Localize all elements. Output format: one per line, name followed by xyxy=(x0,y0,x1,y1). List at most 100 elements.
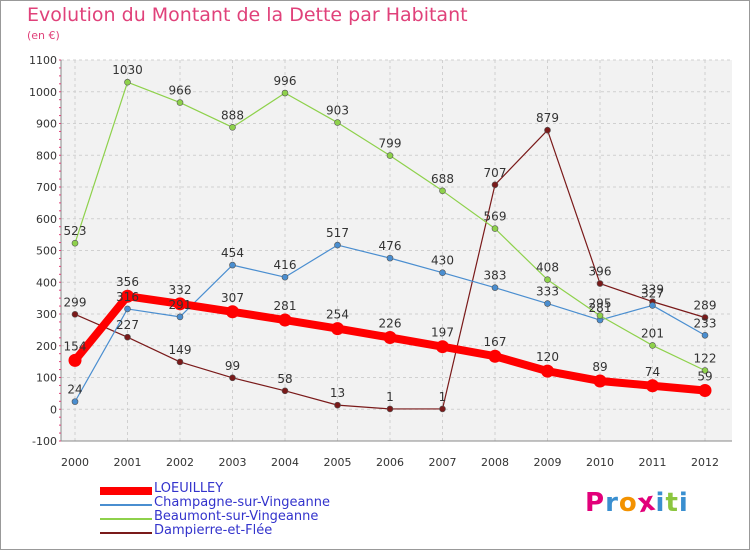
data-label: 197 xyxy=(431,326,454,340)
chart-subtitle: (en €) xyxy=(27,29,60,42)
data-label: 523 xyxy=(64,224,87,238)
logo-letter: o xyxy=(618,488,638,518)
data-label: 316 xyxy=(116,290,139,304)
data-point xyxy=(71,239,79,247)
data-point xyxy=(386,254,394,262)
data-label: 1 xyxy=(386,390,394,404)
data-label: 333 xyxy=(536,285,559,299)
data-point xyxy=(439,269,446,277)
legend-swatch xyxy=(100,487,152,495)
logo-letter: P xyxy=(585,488,606,518)
data-label: 99 xyxy=(225,359,240,373)
data-point xyxy=(124,333,131,341)
data-point xyxy=(281,273,289,281)
x-tick-label: 2003 xyxy=(219,456,247,469)
data-point xyxy=(124,78,131,86)
data-point xyxy=(176,313,184,321)
data-label: 888 xyxy=(221,108,244,122)
data-label: 154 xyxy=(64,339,87,353)
y-tick-label: 200 xyxy=(36,340,57,353)
legend-label: LOEUILLEY xyxy=(154,481,224,496)
data-point xyxy=(281,89,289,97)
x-tick-label: 2000 xyxy=(61,456,89,469)
data-label: 289 xyxy=(694,298,717,312)
data-label: 307 xyxy=(221,291,244,305)
x-tick-label: 2010 xyxy=(586,456,614,469)
data-label: 24 xyxy=(67,383,82,397)
data-label: 167 xyxy=(484,335,507,349)
logo-letter: i xyxy=(655,488,666,518)
data-point xyxy=(121,289,134,303)
data-labels: 299 227 149 99 58 13 1 1 707 879 396 339 289 24 316 291… xyxy=(64,63,717,404)
data-label: 383 xyxy=(484,269,507,283)
y-tick-label: 500 xyxy=(36,245,57,258)
data-label: 416 xyxy=(274,258,297,272)
x-tick-label: 2006 xyxy=(376,456,404,469)
x-tick-label: 2004 xyxy=(271,456,299,469)
data-label: 281 xyxy=(589,301,612,315)
data-point xyxy=(383,330,397,344)
y-tick-label: 100 xyxy=(36,372,57,385)
data-label: 339 xyxy=(641,283,664,297)
y-tick-label: 700 xyxy=(36,181,57,194)
data-point xyxy=(491,225,499,232)
data-point xyxy=(649,302,656,309)
data-label: 430 xyxy=(431,254,454,268)
data-point xyxy=(649,342,656,349)
data-label: 356 xyxy=(116,275,139,289)
data-point xyxy=(176,99,184,106)
y-tick-label: 400 xyxy=(36,276,57,289)
data-label: 233 xyxy=(694,316,717,330)
data-label: 295 xyxy=(589,297,612,311)
proxiti-logo: Proxiti xyxy=(585,487,689,520)
data-point xyxy=(596,280,604,287)
y-tick-label: 300 xyxy=(36,308,57,321)
data-label: 227 xyxy=(116,318,139,332)
data-label: 476 xyxy=(379,239,402,253)
data-point xyxy=(229,374,236,382)
logo-letter: t xyxy=(665,488,679,518)
data-point xyxy=(334,241,341,249)
data-label: 332 xyxy=(169,283,192,297)
data-point xyxy=(278,313,292,327)
data-point xyxy=(386,405,394,413)
data-label: 408 xyxy=(536,261,559,275)
legend-label: Dampierre-et-Flée xyxy=(154,523,273,538)
data-label: 327 xyxy=(641,286,664,300)
data-point xyxy=(488,349,502,363)
axes: -100 0 100 200 300 400 500 600 700 800 900 1000 1100… xyxy=(29,54,732,469)
data-point xyxy=(124,305,131,313)
data-label: 688 xyxy=(431,172,454,186)
data-point xyxy=(593,374,607,388)
data-label: 89 xyxy=(592,360,607,374)
data-label: 201 xyxy=(641,326,664,340)
data-label: 149 xyxy=(169,343,192,357)
data-point xyxy=(439,405,446,413)
data-point xyxy=(541,364,554,378)
logo-letter: i xyxy=(678,488,689,518)
x-tick-label: 2007 xyxy=(429,456,457,469)
data-label: 299 xyxy=(64,295,87,309)
x-tick-label: 2009 xyxy=(534,456,562,469)
data-point xyxy=(596,312,604,319)
x-tick-label: 2008 xyxy=(481,456,509,469)
data-point xyxy=(334,401,341,409)
data-label: 74 xyxy=(645,365,660,379)
y-tick-label: 600 xyxy=(36,213,57,226)
data-point xyxy=(701,314,709,321)
data-label: 58 xyxy=(277,372,292,386)
x-tick-label: 2012 xyxy=(691,456,719,469)
data-label: 517 xyxy=(326,226,349,240)
data-label: 707 xyxy=(484,166,507,180)
data-point xyxy=(226,305,239,319)
x-tick-label: 2001 xyxy=(114,456,142,469)
data-point xyxy=(698,384,712,398)
data-label: 879 xyxy=(536,111,559,125)
data-label: 281 xyxy=(274,299,297,313)
legend-label: Champagne-sur-Vingeanne xyxy=(154,495,330,510)
legend-swatch xyxy=(100,532,152,534)
y-tick-label: -100 xyxy=(32,435,57,448)
y-tick-label: 1100 xyxy=(29,54,57,67)
data-point xyxy=(71,311,79,318)
data-point xyxy=(701,331,709,339)
